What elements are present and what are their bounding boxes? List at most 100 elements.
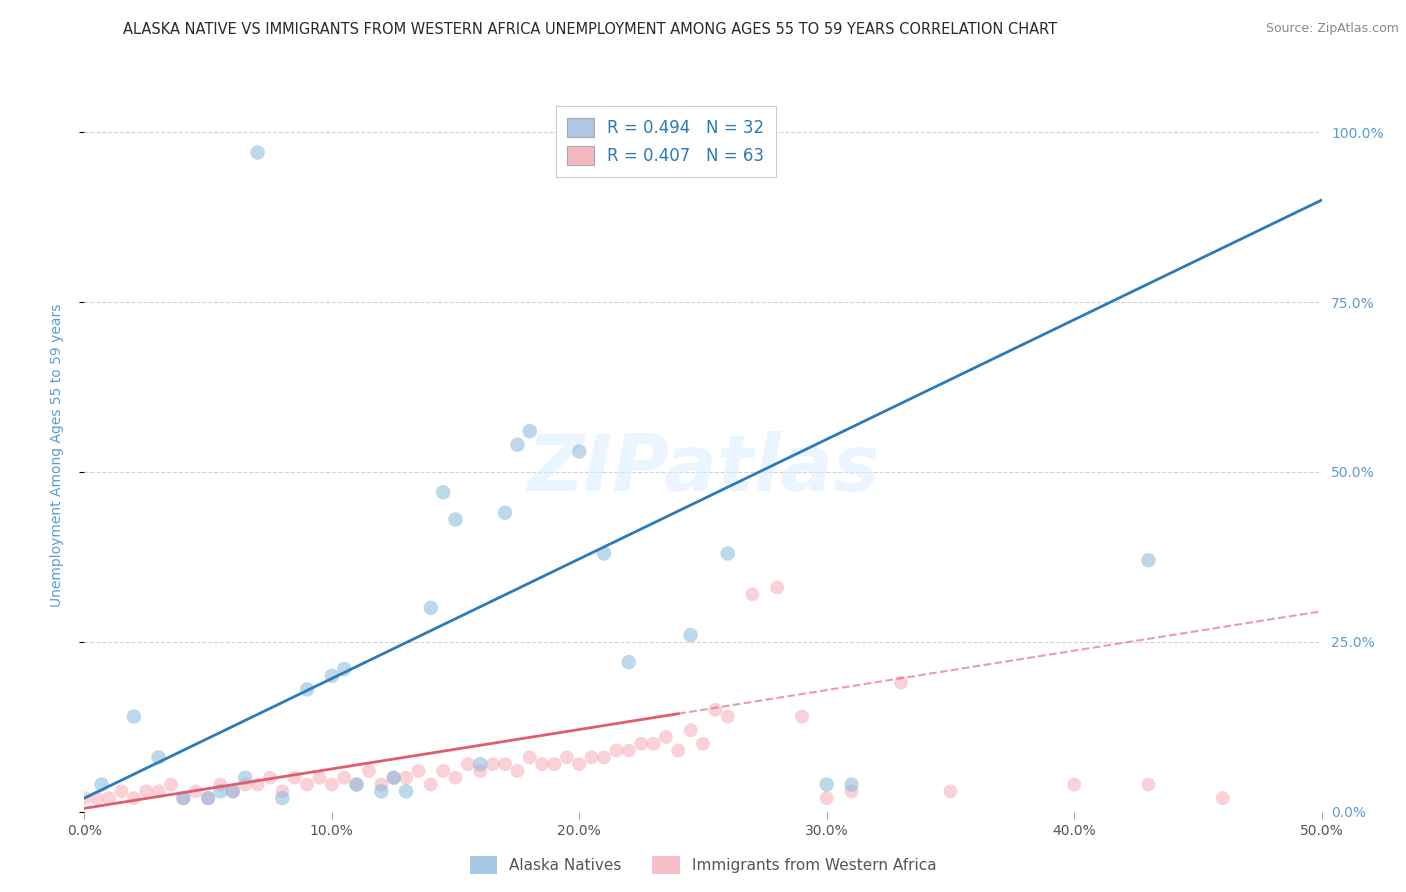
Point (815, 778, 838, 792)
Point (432, 764, 454, 778)
Point (1137, 778, 1160, 792)
Point (357, 764, 380, 778)
Point (408, 764, 430, 778)
Point (382, 771, 405, 785)
Point (419, 600, 441, 615)
Point (110, 784, 132, 798)
Point (172, 791, 194, 805)
Point (506, 764, 529, 778)
Point (184, 784, 207, 798)
Point (135, 784, 157, 798)
Point (543, 757, 565, 772)
Point (346, 778, 368, 792)
Point (630, 737, 652, 751)
Point (222, 784, 245, 798)
Point (246, 145, 269, 160)
Point (395, 771, 418, 785)
Point (222, 784, 245, 798)
Point (617, 743, 640, 757)
Point (457, 757, 479, 772)
Point (246, 778, 269, 792)
Point (197, 791, 219, 805)
Point (741, 587, 763, 601)
Point (432, 485, 454, 500)
Point (939, 784, 962, 798)
Point (271, 791, 294, 805)
Point (122, 791, 145, 805)
Point (506, 438, 529, 452)
Point (259, 771, 281, 785)
Point (643, 737, 665, 751)
Point (470, 764, 492, 778)
Point (841, 784, 863, 798)
Point (717, 709, 740, 723)
Point (197, 791, 219, 805)
Point (1063, 778, 1085, 792)
Point (271, 784, 294, 798)
Point (321, 669, 343, 683)
Point (73, 791, 96, 805)
Point (209, 784, 232, 798)
Point (890, 675, 912, 690)
Point (346, 778, 368, 792)
Point (555, 750, 578, 764)
Point (617, 655, 640, 669)
Point (233, 771, 256, 785)
Point (370, 784, 392, 798)
Point (122, 709, 145, 723)
Point (692, 737, 714, 751)
Point (494, 506, 516, 520)
Point (172, 791, 194, 805)
Point (295, 778, 318, 792)
Point (284, 771, 307, 785)
Text: ZIPatlas: ZIPatlas (527, 431, 879, 508)
Legend: R = 0.494   N = 32, R = 0.407   N = 63: R = 0.494 N = 32, R = 0.407 N = 63 (555, 106, 776, 177)
Text: Source: ZipAtlas.com: Source: ZipAtlas.com (1265, 22, 1399, 36)
Point (148, 784, 170, 798)
Point (233, 778, 256, 792)
Point (519, 424, 541, 438)
Point (308, 771, 330, 785)
Point (1137, 553, 1160, 567)
Point (494, 757, 516, 772)
Point (1212, 791, 1234, 805)
Point (790, 709, 813, 723)
Point (679, 723, 702, 738)
Point (395, 784, 418, 798)
Point (666, 743, 689, 757)
Point (581, 750, 603, 764)
Point (568, 444, 591, 458)
Point (370, 778, 392, 792)
Point (98, 791, 121, 805)
Point (717, 546, 740, 560)
Point (519, 750, 541, 764)
Point (419, 778, 441, 792)
Point (704, 703, 727, 717)
Point (531, 757, 554, 772)
Point (333, 662, 356, 676)
Point (605, 743, 627, 757)
Point (470, 757, 492, 772)
Y-axis label: Unemployment Among Ages 55 to 59 years: Unemployment Among Ages 55 to 59 years (49, 303, 63, 607)
Point (209, 778, 232, 792)
Point (90, 778, 112, 792)
Point (295, 682, 318, 697)
Point (444, 771, 467, 785)
Point (481, 757, 503, 772)
Legend: Alaska Natives, Immigrants from Western Africa: Alaska Natives, Immigrants from Western … (464, 850, 942, 880)
Point (766, 581, 789, 595)
Point (593, 546, 616, 560)
Point (815, 791, 838, 805)
Point (333, 771, 356, 785)
Point (679, 628, 702, 642)
Text: ALASKA NATIVE VS IMMIGRANTS FROM WESTERN AFRICA UNEMPLOYMENT AMONG AGES 55 TO 59: ALASKA NATIVE VS IMMIGRANTS FROM WESTERN… (124, 22, 1057, 37)
Point (86, 791, 108, 805)
Point (160, 778, 183, 792)
Point (321, 778, 343, 792)
Point (841, 778, 863, 792)
Point (148, 750, 170, 764)
Point (593, 750, 616, 764)
Point (568, 757, 591, 772)
Point (655, 730, 678, 744)
Point (382, 771, 405, 785)
